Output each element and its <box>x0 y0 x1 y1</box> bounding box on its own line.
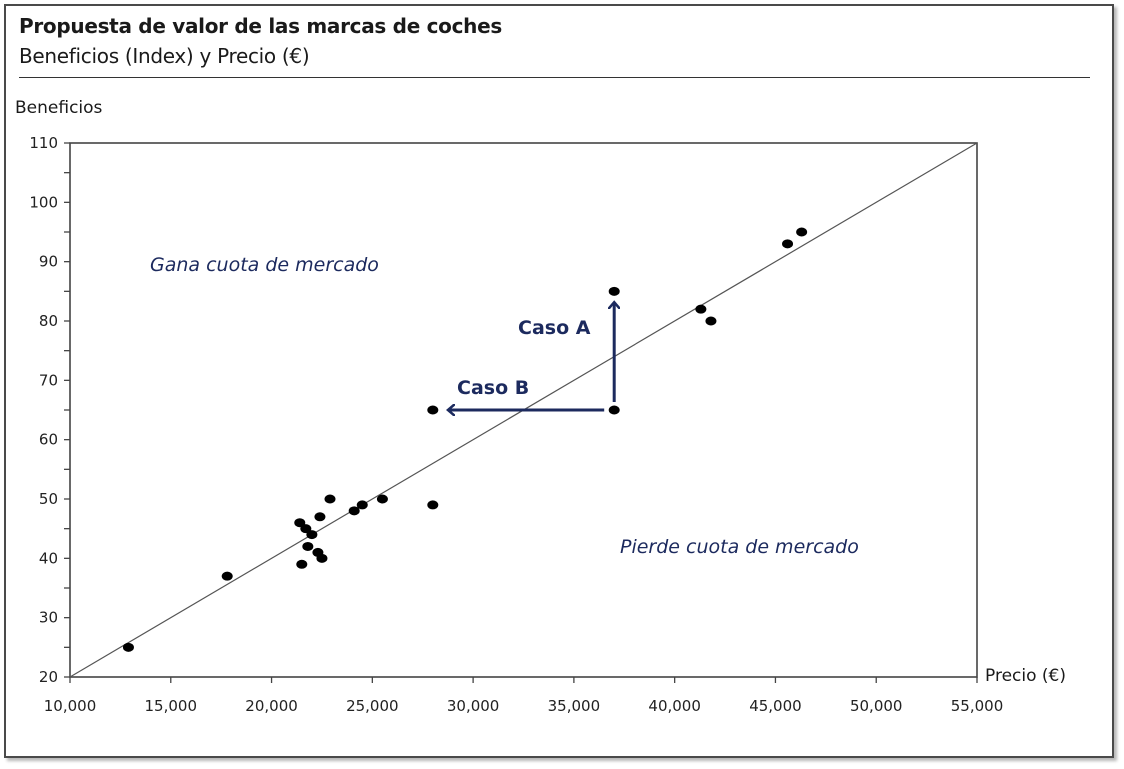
y-tick-label: 100 <box>29 193 58 211</box>
y-tick-label: 110 <box>29 134 58 152</box>
x-axis-label: Precio (€) <box>985 666 1066 686</box>
data-point <box>427 405 439 415</box>
data-point <box>324 494 336 504</box>
data-point <box>316 553 328 563</box>
x-tick-label: 35,000 <box>548 697 601 715</box>
y-axis: 20 30 40 50 60 70 80 90 100 110 <box>29 134 70 686</box>
y-tick-label: 30 <box>39 609 58 627</box>
lower-region-label: Pierde cuota de mercado <box>620 536 859 558</box>
x-axis: 10,000 15,000 20,000 25,000 30,000 35,000 40,0… <box>44 677 1004 715</box>
y-tick-label: 40 <box>39 549 58 567</box>
data-point <box>608 286 620 296</box>
data-point <box>300 524 312 534</box>
data-point <box>221 571 233 581</box>
x-tick-label: 25,000 <box>346 697 399 715</box>
title-divider <box>19 77 1090 78</box>
y-tick-label: 80 <box>39 312 58 330</box>
data-point <box>356 500 368 510</box>
data-point <box>302 541 314 551</box>
data-point <box>314 512 326 522</box>
chart-subtitle: Beneficios (Index) y Precio (€) <box>19 44 310 68</box>
data-point <box>122 642 134 652</box>
y-tick-label: 20 <box>39 668 58 686</box>
x-tick-label: 40,000 <box>648 697 701 715</box>
data-point <box>705 316 717 326</box>
y-tick-label: 70 <box>39 371 58 389</box>
data-point <box>427 500 439 510</box>
data-point <box>796 227 808 237</box>
y-tick-label: 90 <box>39 253 58 271</box>
data-point <box>294 518 306 528</box>
x-tick-label: 30,000 <box>447 697 500 715</box>
x-tick-label: 45,000 <box>749 697 802 715</box>
data-point <box>695 304 707 314</box>
y-tick-label: 50 <box>39 490 58 508</box>
y-axis-label: Beneficios <box>15 98 103 118</box>
x-tick-label: 10,000 <box>44 697 97 715</box>
x-tick-label: 55,000 <box>951 697 1004 715</box>
chart-frame <box>4 4 1114 758</box>
data-point <box>296 559 308 569</box>
data-points <box>122 227 808 652</box>
x-tick-label: 20,000 <box>245 697 298 715</box>
data-point <box>348 506 360 516</box>
x-tick-label: 15,000 <box>145 697 198 715</box>
chart-title: Propuesta de valor de las marcas de coch… <box>19 14 502 38</box>
upper-region-label: Gana cuota de mercado <box>150 254 379 276</box>
data-point <box>608 405 620 415</box>
y-tick-label: 60 <box>39 431 58 449</box>
x-tick-label: 50,000 <box>850 697 903 715</box>
caso-b-label: Caso B <box>457 377 529 399</box>
data-point <box>376 494 388 504</box>
caso-a-label: Caso A <box>518 317 591 339</box>
data-point <box>782 239 794 249</box>
data-point <box>306 530 318 540</box>
